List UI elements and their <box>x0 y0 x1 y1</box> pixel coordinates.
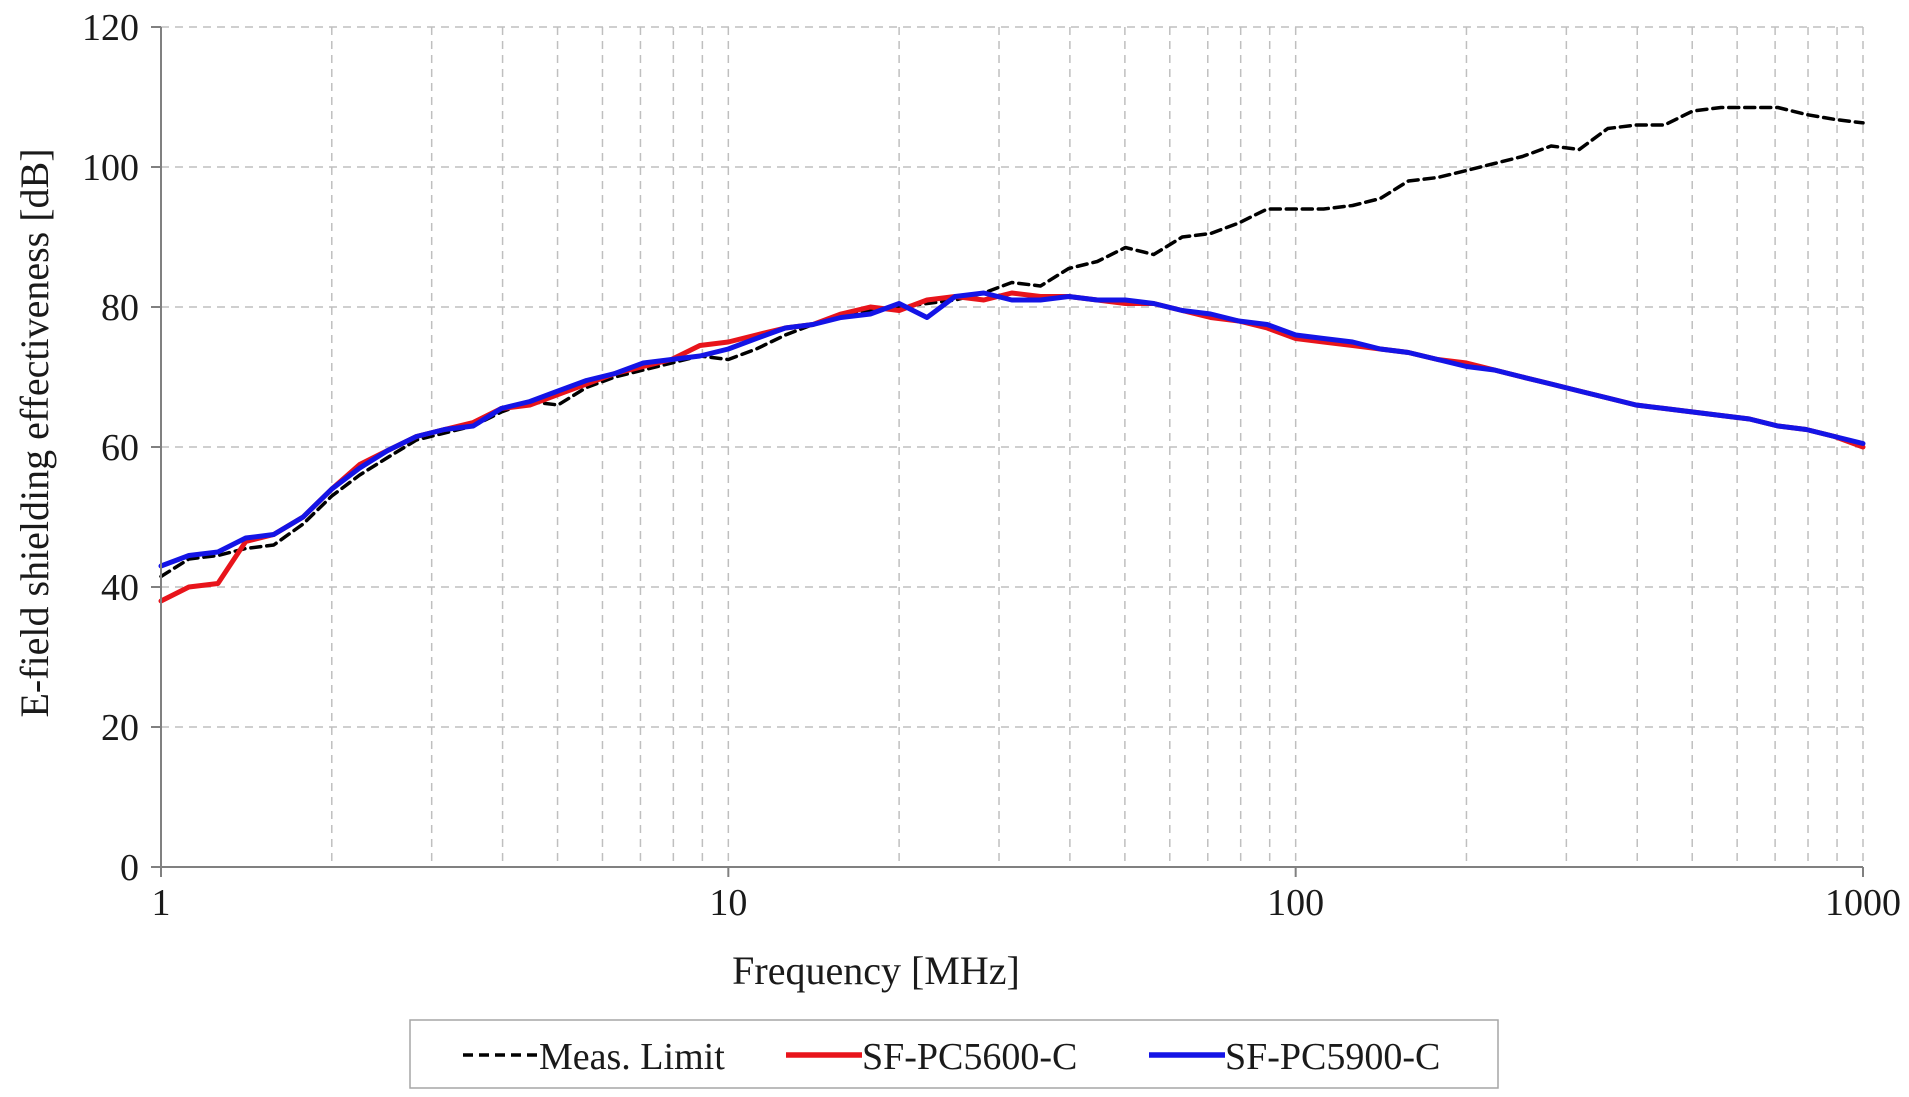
y-tick-label: 80 <box>101 287 139 329</box>
y-tick-label: 100 <box>82 147 139 189</box>
y-tick-label: 0 <box>120 847 139 889</box>
x-tick-label: 10 <box>709 882 747 924</box>
x-axis-label: Frequency [MHz] <box>732 948 1020 993</box>
y-tick-label: 120 <box>82 7 139 49</box>
grid <box>161 26 1864 867</box>
series-line-meas-limit <box>159 105 1865 579</box>
series-lines <box>158 105 1866 604</box>
legend-label: SF-PC5900-C <box>1225 1036 1440 1078</box>
x-tick-label: 1000 <box>1825 882 1901 924</box>
y-tick-label: 20 <box>101 707 139 749</box>
series-line-sf-pc5900-c <box>158 290 1866 569</box>
legend-box <box>409 1019 1499 1089</box>
x-tick-label: 100 <box>1267 882 1324 924</box>
y-tick-label: 40 <box>101 567 139 609</box>
legend-label: Meas. Limit <box>539 1036 725 1078</box>
axes <box>151 26 1864 877</box>
y-axis-label: E-field shielding effectiveness [dB] <box>12 148 57 717</box>
legend: Meas. Limit SF-PC5600-C SF-PC5900-C <box>409 1019 1499 1089</box>
legend-label: SF-PC5600-C <box>862 1036 1077 1078</box>
y-tick-label: 60 <box>101 427 139 469</box>
x-tick-label: 1 <box>152 882 171 924</box>
